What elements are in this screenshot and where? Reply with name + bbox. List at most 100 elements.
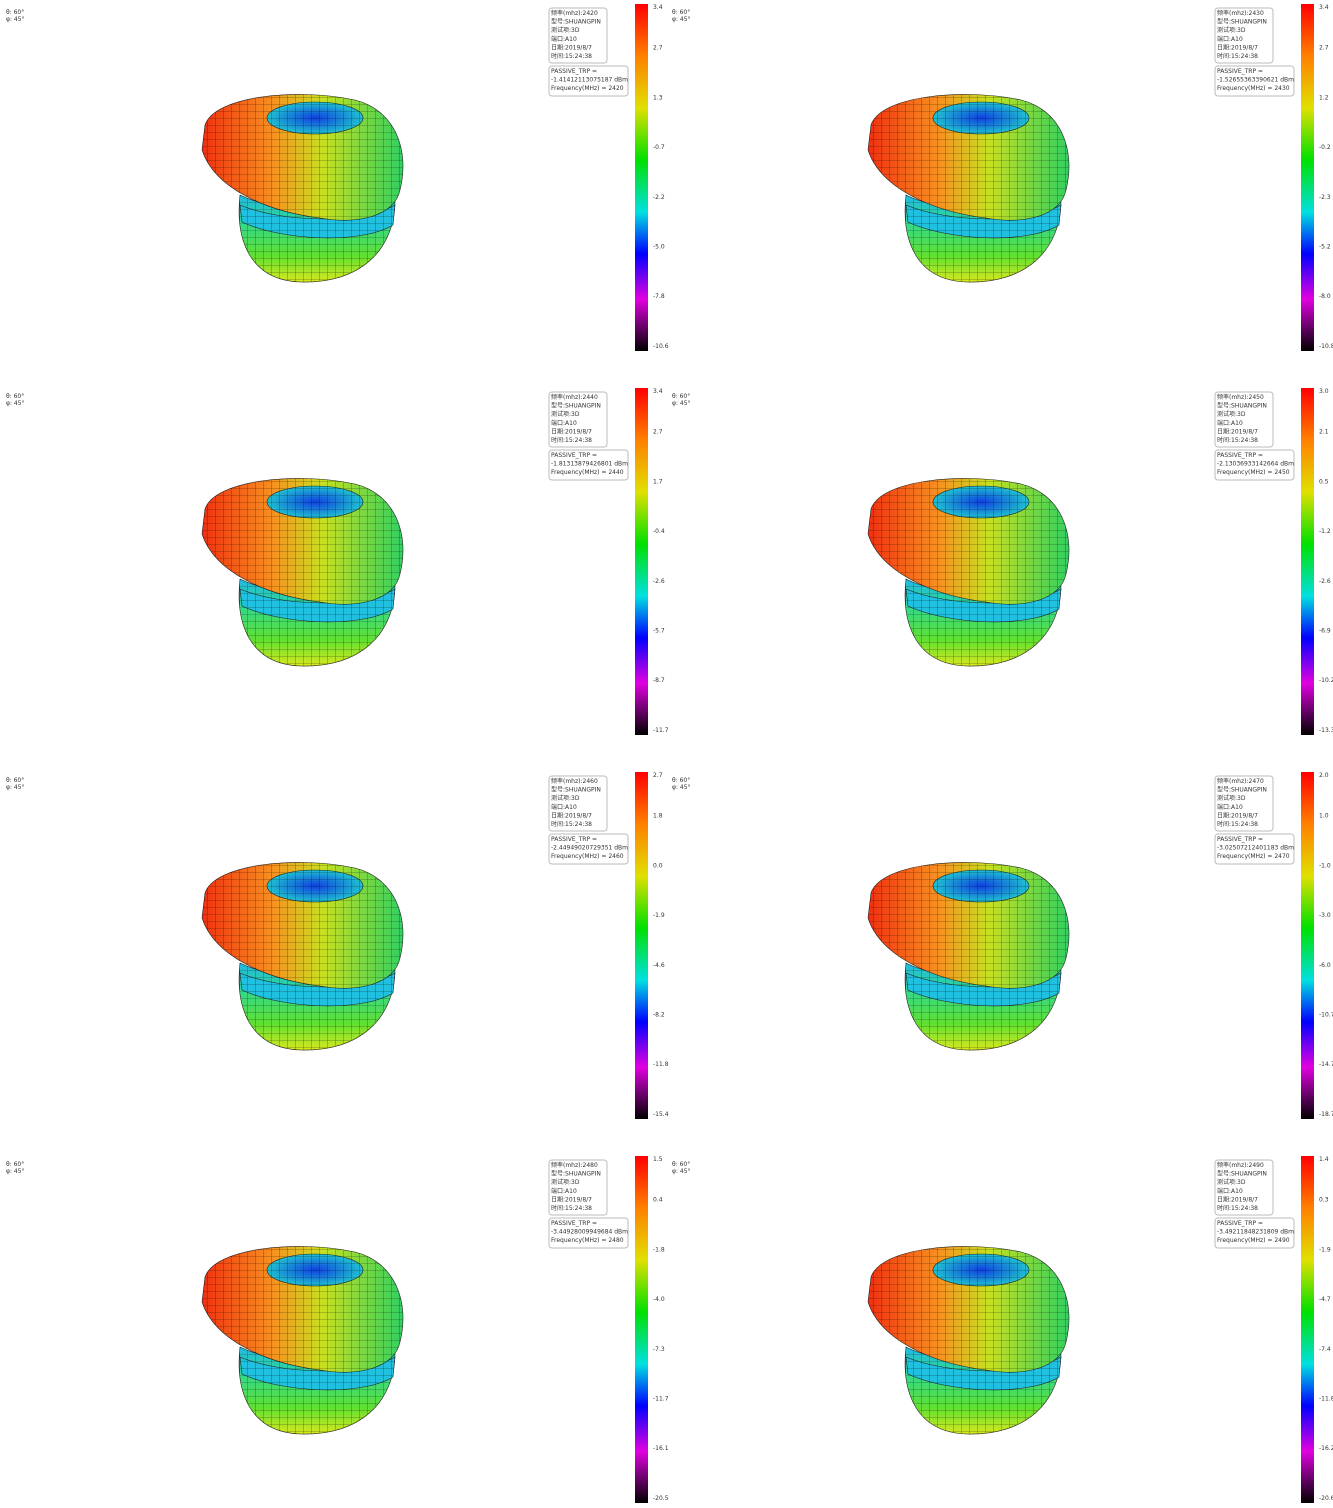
info-line: 日期:2019/8/7 (1217, 1195, 1258, 1203)
color-bar-label: -11.7 (653, 727, 669, 734)
color-bar-label: 0.3 (1319, 1197, 1329, 1204)
info-box (1214, 775, 1274, 832)
color-bar-label: -1.9 (1319, 1246, 1331, 1253)
color-bar-label: 0.0 (653, 862, 663, 869)
color-bar (1301, 772, 1314, 1119)
trp-line: PASSIVE_TRP = (1217, 68, 1263, 75)
phi-label: φ: 45° (672, 400, 691, 407)
theta-label: θ: 60° (672, 393, 690, 400)
color-bar-label: -2.6 (653, 578, 665, 585)
theta-label: θ: 60° (672, 1161, 690, 1168)
color-bar-label: -1.8 (653, 1246, 665, 1253)
trp-line: -1.52655363390621 dBm (1217, 77, 1294, 84)
color-bar-label: -0.7 (653, 144, 665, 151)
trp-box (1214, 65, 1295, 97)
color-bar-label: -20.6 (1319, 1495, 1333, 1502)
color-bar-label: -5.0 (653, 244, 665, 251)
color-bar-label: -8.7 (653, 677, 665, 684)
color-bar (1301, 388, 1314, 735)
mesh (239, 1356, 396, 1391)
color-bar-label: -0.4 (653, 528, 665, 535)
info-line: 日期:2019/8/7 (1217, 811, 1258, 819)
info-line: 型号:SHUANGPIN (551, 1170, 601, 1178)
color-bar-label: 3.0 (1319, 388, 1329, 395)
mesh (932, 101, 1030, 135)
color-bar-label: 3.4 (653, 388, 663, 395)
mesh (239, 588, 396, 623)
color-bar-label: -14.7 (1319, 1061, 1333, 1068)
info-line: 频率(mhz):2470 (1217, 777, 1264, 785)
trp-line: -3.44928009949684 dBm (551, 1229, 628, 1236)
color-bar-label: -4.7 (1319, 1296, 1331, 1303)
theta-label: θ: 60° (6, 777, 24, 784)
trp-line: PASSIVE_TRP = (551, 1220, 597, 1227)
color-bar (635, 772, 648, 1119)
color-bar-label: 2.7 (653, 45, 663, 52)
info-line: 型号:SHUANGPIN (551, 402, 601, 410)
trp-line: PASSIVE_TRP = (1217, 452, 1263, 459)
color-bar (635, 4, 648, 351)
phi-label: φ: 45° (6, 16, 25, 23)
color-bar-label: -1.0 (1319, 862, 1331, 869)
info-line: 时间:15:24:38 (1217, 436, 1258, 444)
color-bar-label: 1.4 (1319, 1156, 1329, 1163)
panel: θ: 60°φ: 45° 频率(mhz):2470型号:SHUANGPIN测试项:… (672, 772, 1333, 1119)
mesh (905, 1356, 1062, 1391)
trp-line: -2.13036933142664 dBm (1217, 461, 1294, 468)
info-line: 频率(mhz):2460 (551, 777, 598, 785)
phi-label: φ: 45° (6, 784, 25, 791)
color-bar-label: -20.5 (653, 1495, 669, 1502)
info-box (1214, 1159, 1274, 1216)
trp-box (548, 449, 629, 481)
color-bar-label: -11.7 (653, 1396, 669, 1403)
trp-box (548, 65, 629, 97)
color-bar-label: -5.7 (653, 628, 665, 635)
info-line: 型号:SHUANGPIN (1217, 786, 1267, 794)
color-bar-label: 1.7 (653, 478, 663, 485)
radiation-pattern (867, 1246, 1070, 1435)
mesh (266, 101, 364, 135)
trp-line: PASSIVE_TRP = (551, 836, 597, 843)
info-line: 时间:15:24:38 (551, 820, 592, 828)
color-bar (1301, 4, 1314, 351)
info-box (548, 775, 608, 832)
mesh (905, 588, 1062, 623)
info-line: 时间:15:24:38 (551, 1204, 592, 1212)
info-line: 测试项:3D (1217, 1178, 1246, 1186)
info-line: 时间:15:24:38 (1217, 820, 1258, 828)
trp-line: Frequency(MHz) = 2450 (1217, 469, 1290, 476)
mesh (932, 869, 1030, 903)
color-bar-label: -11.8 (1319, 1396, 1333, 1403)
phi-label: φ: 45° (6, 400, 25, 407)
theta-label: θ: 60° (6, 393, 24, 400)
info-line: 端口:A10 (551, 419, 577, 427)
info-line: 端口:A10 (551, 35, 577, 43)
info-line: 端口:A10 (1217, 419, 1243, 427)
radiation-pattern (201, 94, 404, 283)
color-bar-label: -7.3 (653, 1346, 665, 1353)
info-line: 频率(mhz):2490 (1217, 1161, 1264, 1169)
panel: θ: 60°φ: 45° 频率(mhz):2420型号:SHUANGPIN测试项:… (6, 4, 669, 351)
panel: θ: 60°φ: 45° 频率(mhz):2490型号:SHUANGPIN测试项:… (672, 1156, 1333, 1503)
panel: θ: 60°φ: 45° 频率(mhz):2430型号:SHUANGPIN测试项:… (672, 4, 1333, 351)
radiation-pattern (867, 862, 1070, 1051)
radiation-pattern (201, 478, 404, 667)
radiation-pattern (201, 862, 404, 1051)
info-line: 日期:2019/8/7 (1217, 427, 1258, 435)
color-bar-label: -7.4 (1319, 1346, 1331, 1353)
trp-line: -3.49211848231809 dBm (1217, 1229, 1294, 1236)
color-bar-label: 3.4 (653, 4, 663, 11)
phi-label: φ: 45° (672, 1168, 691, 1175)
info-line: 频率(mhz):2440 (551, 393, 598, 401)
color-bar-label: 1.2 (1319, 94, 1329, 101)
color-bar-label: -15.4 (653, 1111, 669, 1118)
theta-label: θ: 60° (6, 1161, 24, 1168)
color-bar-label: -4.0 (653, 1296, 665, 1303)
color-bar-label: -10.2 (1319, 677, 1333, 684)
mesh (266, 485, 364, 519)
info-line: 型号:SHUANGPIN (551, 18, 601, 26)
info-line: 日期:2019/8/7 (551, 43, 592, 51)
info-line: 测试项:3D (1217, 794, 1246, 802)
color-bar-label: -2.6 (1319, 578, 1331, 585)
theta-label: θ: 60° (672, 777, 690, 784)
